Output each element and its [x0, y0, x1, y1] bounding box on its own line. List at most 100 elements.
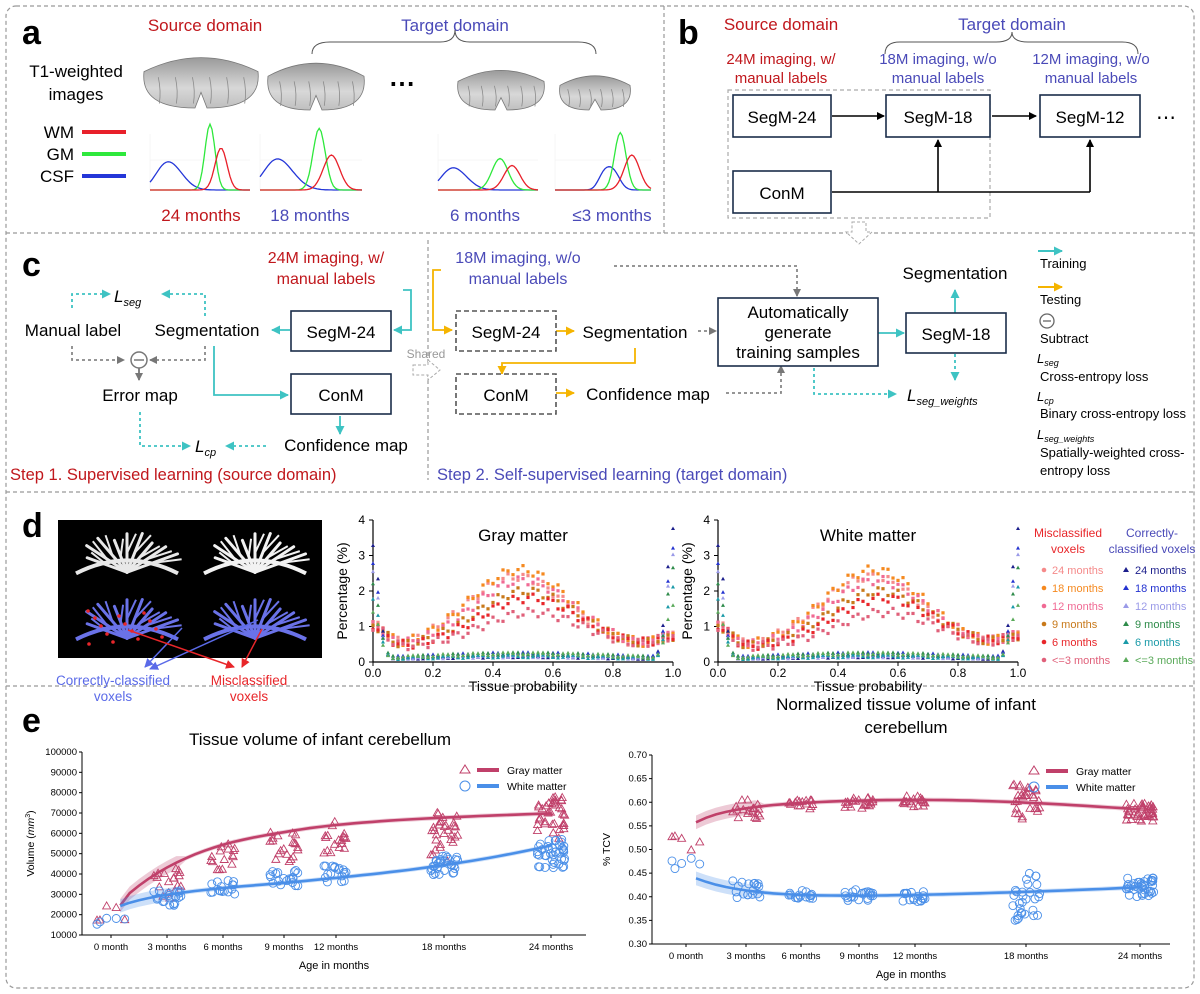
eLeft-xtick-0: 0 month [94, 942, 128, 953]
svg-text:ConM: ConM [318, 386, 363, 405]
t1-label-line2: images [49, 85, 104, 104]
age-label-2: 6 months [450, 206, 520, 225]
b-desc-18-l1: 18M imaging, w/o [879, 51, 997, 68]
tissue-legend: WM GM CSF [40, 123, 126, 186]
gray-matter-chart: Gray matter 0 1 2 3 4 0.0 0.2 0.4 0.6 0.8 1.0 Tissue… [334, 513, 682, 694]
eRight-xtick-4: 12 months [893, 951, 938, 962]
dGM-xtick-5: 1.0 [665, 666, 682, 680]
d-mis-label-1: Misclassified [211, 673, 288, 688]
brain-image-1 [267, 62, 365, 111]
d-legend-cor-1: 18 months [1135, 583, 1187, 595]
cerebellum-slice-0 [75, 532, 182, 576]
eRight-ytick-2: 0.40 [629, 892, 648, 903]
eRight-ytick-1: 0.35 [629, 915, 648, 926]
c-conm-box-2: ConM [455, 373, 557, 415]
d-legend-cor-5: <=3 months [1135, 655, 1194, 667]
c-autogen-box: Automatically generate training samples [717, 297, 879, 367]
c-imaging18-l1: 18M imaging, w/o [455, 250, 580, 267]
b-down-arrow [844, 221, 874, 245]
eRight-xtick-5: 18 months [1004, 951, 1049, 962]
intensity-histograms [149, 122, 652, 191]
d-legend-cor-marker-0 [1123, 567, 1129, 572]
dWM-cor-series-5 [716, 603, 1020, 660]
eRight-xtick-2: 6 months [781, 951, 820, 962]
legend-training: Training [1040, 256, 1086, 271]
c-lsegw-label: Lseg_weights [907, 386, 978, 408]
c-step1-label: Step 1. Supervised learning (source doma… [10, 466, 337, 484]
dWM-xtick-5: 1.0 [1010, 666, 1027, 680]
dGM-xlabel: Tissue probability [469, 678, 577, 694]
age-labels: 24 months 18 months 6 months ≤3 months [161, 206, 651, 225]
svg-text:SegM-12: SegM-12 [1056, 108, 1125, 127]
target-domain-brace [311, 29, 597, 55]
c-segm24-box-2: SegM-24 [455, 310, 557, 352]
c-step1-arrows [71, 289, 412, 451]
eRight-ytick-4: 0.50 [629, 845, 648, 856]
legend-gm-label: GM [47, 145, 74, 164]
eLeft-ytick-9: 100000 [45, 747, 77, 758]
eLeft-ytick-2: 30000 [51, 889, 77, 900]
eLeft-ytick-4: 50000 [51, 849, 77, 860]
d-legend-cor-marker-1 [1123, 585, 1129, 590]
c-conm-box-1: ConM [290, 373, 392, 415]
b-desc-12-l2: manual labels [1045, 70, 1138, 87]
c-confidence-map2: Confidence map [586, 385, 710, 404]
d-legend-cor-0: 24 months [1135, 565, 1187, 577]
age-label-3: ≤3 months [572, 206, 651, 225]
eLeft-legend-0: Gray matter [507, 765, 563, 777]
eRight-ytick-7: 0.65 [629, 774, 648, 785]
c-imaging24-l1: 24M imaging, w/ [268, 250, 385, 267]
dGM-ytick-4: 4 [358, 513, 365, 527]
c-segm18-box: SegM-18 [905, 312, 1007, 354]
eRight-ytick-6: 0.60 [629, 797, 648, 808]
eRight-ylabel: % TCV [601, 833, 613, 866]
brain-image-2 [457, 70, 545, 111]
dGM-xtick-1: 0.2 [425, 666, 442, 680]
b-target-brace [884, 31, 1139, 55]
dWM-xtick-3: 0.6 [890, 666, 907, 680]
dGM-xtick-0: 0.0 [365, 666, 382, 680]
histogram-2-curve-1 [438, 157, 538, 191]
normalized-volume-chart: Normalized tissue volume of infant cerebe… [601, 695, 1170, 981]
b-dashed-group [727, 89, 991, 219]
d-legend-cor-2: 12 months [1135, 601, 1187, 613]
eRight-title-0: Normalized tissue volume of infant [776, 695, 1036, 714]
legend-subtract: Subtract [1040, 331, 1089, 346]
eRight-title-1: cerebellum [864, 718, 947, 737]
eLeft-xtick-2: 6 months [203, 942, 242, 953]
eLeft-xtick-6: 24 months [529, 942, 574, 953]
segmentation-example-image [58, 520, 322, 658]
eLeft-ytick-6: 70000 [51, 808, 77, 819]
d-legend-mis-0: 24 months [1052, 565, 1104, 577]
svg-text:Automatically: Automatically [747, 303, 849, 322]
dWM-mis-series-5 [716, 606, 1020, 652]
eRight-wm-series [667, 853, 1159, 925]
dWM-xtick-2: 0.4 [830, 666, 847, 680]
dGM-ytick-0: 0 [358, 655, 365, 669]
panel-c: c 24M imaging, w/ manual labels 18M imag… [10, 246, 1186, 484]
c-lcp-label: Lcp [195, 437, 216, 459]
eRight-ytick-0: 0.30 [629, 939, 648, 950]
panel-e: e Tissue volume of infant cerebellum 1000… [22, 695, 1170, 981]
dWM-ytick-4: 4 [703, 513, 710, 527]
histogram-1-curve-2 [260, 154, 363, 191]
c-manual-label: Manual label [25, 321, 121, 340]
panel-e-letter: e [22, 702, 41, 740]
histogram-2 [437, 134, 539, 191]
dWM-ytick-2: 2 [703, 584, 710, 598]
c-lseg-label: Lseg [114, 287, 142, 309]
svg-text:SegM-18: SegM-18 [922, 325, 991, 344]
eLeft-wm-series [92, 835, 570, 929]
eLeft-ytick-5: 60000 [51, 828, 77, 839]
legend-lsegw-desc-1: Spatially-weighted cross- [1040, 445, 1185, 460]
eLeft-ylabel: Volume (mm3) [25, 810, 37, 876]
b-segm12-box: SegM-12 [1039, 94, 1141, 138]
volume-chart: Tissue volume of infant cerebellum 10000 2… [25, 730, 586, 972]
d-correct-label-1: Correctly-classified [56, 673, 170, 688]
d-mis-label-2: voxels [230, 689, 269, 704]
eRight-ytick-3: 0.45 [629, 868, 648, 879]
panel-c-letter: c [22, 246, 41, 284]
d-legend-mis-3: 9 months [1052, 619, 1098, 631]
d-legend: Misclassified voxels Correctly-classified … [1034, 526, 1195, 667]
eRight-ytick-8: 0.70 [629, 750, 648, 761]
